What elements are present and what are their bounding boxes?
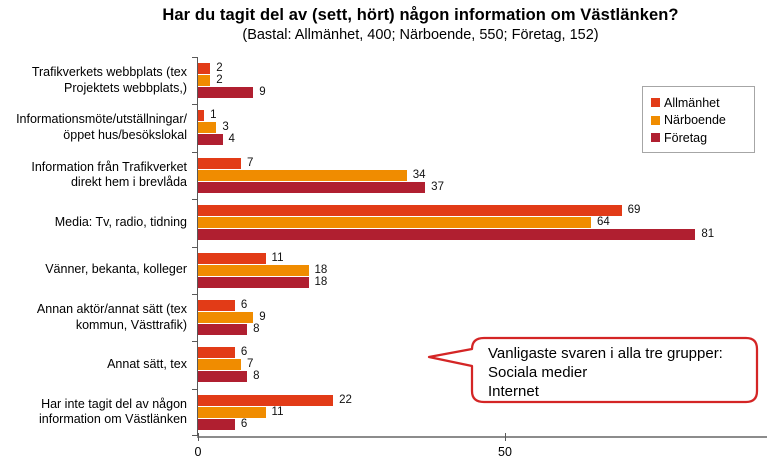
- bar-allmänhet: [198, 157, 241, 169]
- category-label: Har inte tagit del av någon information …: [39, 396, 187, 427]
- bar-företag: [198, 371, 248, 383]
- bar-value-label: 18: [314, 263, 328, 276]
- chart-subtitle: (Bastal: Allmänhet, 400; Närboende, 550;…: [242, 27, 599, 43]
- category-label: Trafikverkets webbplats (tex Projektets …: [31, 65, 187, 95]
- legend-label: Allmänhet: [664, 95, 720, 110]
- category-label: Annat sätt, tex: [107, 357, 187, 372]
- legend-entry: Närboende: [651, 112, 750, 130]
- bar-value-label: 4: [228, 133, 235, 146]
- bar-företag: [198, 323, 248, 335]
- bar-allmänhet: [198, 299, 235, 311]
- bar-allmänhet: [198, 205, 622, 217]
- category-label: Information från Trafikverket direkt hem…: [31, 159, 187, 190]
- y-axis-tick: [192, 341, 198, 343]
- bar-value-label: 2: [216, 62, 223, 74]
- bar-allmänhet: [198, 252, 266, 264]
- bar-allmänhet: [198, 347, 235, 359]
- bar-value-label: 81: [701, 228, 715, 241]
- bar-närboende: [198, 359, 241, 371]
- bar-företag: [198, 229, 696, 241]
- category-label: Annan aktör/annat sätt (tex kommun, Väst…: [36, 301, 187, 332]
- bar-närboende: [198, 169, 407, 181]
- bar-närboende: [198, 75, 211, 86]
- bar-value-label: 6: [240, 346, 248, 359]
- x-axis-tick: [505, 433, 506, 441]
- bar-value-label: 3: [222, 121, 229, 134]
- bar-närboende: [198, 264, 309, 276]
- chart-title: Har du tagit del av (sett, hört) någon i…: [162, 6, 679, 24]
- bar-företag: [198, 418, 235, 430]
- x-axis-tick: [198, 433, 199, 441]
- y-axis-tick: [192, 151, 198, 153]
- x-axis-line: [196, 436, 767, 438]
- bar-value-label: 1: [210, 109, 217, 122]
- bar-närboende: [198, 406, 266, 418]
- bar-närboende: [198, 122, 217, 134]
- bar-närboende: [198, 217, 591, 229]
- category-label: Vänner, bekanta, kolleger: [45, 262, 187, 277]
- legend-swatch-icon: [651, 98, 660, 108]
- y-axis-tick: [192, 293, 198, 295]
- bar-value-label: 69: [627, 204, 641, 217]
- bar-value-label: 8: [253, 370, 260, 383]
- bar-företag: [198, 87, 254, 98]
- bar-närboende: [198, 311, 254, 323]
- y-axis-tick: [192, 199, 198, 201]
- bar-allmänhet: [198, 110, 205, 122]
- bar-value-label: 6: [240, 417, 248, 430]
- bar-företag: [198, 181, 426, 193]
- y-axis-tick: [192, 388, 198, 390]
- x-axis-tick-label: 0: [194, 445, 202, 459]
- bar-value-label: 11: [271, 251, 284, 264]
- bar-value-label: 9: [259, 310, 266, 323]
- bar-företag: [198, 276, 309, 288]
- category-axis: Trafikverkets webbplats (tex Projektets …: [0, 57, 192, 436]
- y-axis-tick: [192, 57, 198, 58]
- bar-value-label: 37: [431, 180, 444, 193]
- bar-value-label: 34: [412, 168, 426, 181]
- x-axis-tick-label: 50: [498, 445, 512, 459]
- bar-value-label: 8: [253, 322, 260, 335]
- bar-value-label: 2: [216, 74, 223, 86]
- legend-swatch-icon: [651, 115, 660, 125]
- bar-value-label: 7: [246, 358, 254, 371]
- legend-entry: Företag: [651, 129, 750, 147]
- bar-value-label: 6: [240, 298, 248, 311]
- category-label: Informationsmöte/utställningar/ öppet hu…: [16, 112, 187, 143]
- plot-area: 2 2 9 1 3 4 7 34 37 69 64 81 11 18 18 6 9 8 6 7 8 22 11 6 0 50: [192, 57, 767, 459]
- legend-swatch-icon: [651, 133, 660, 143]
- bar-företag: [198, 134, 223, 146]
- y-axis-tick: [192, 104, 198, 106]
- category-label: Media: Tv, radio, tidning: [54, 215, 187, 229]
- legend: Allmänhet Närboende Företag: [642, 86, 755, 153]
- bar-allmänhet: [198, 63, 211, 74]
- bar-value-label: 9: [259, 86, 266, 98]
- y-axis-tick: [192, 435, 198, 436]
- legend-label: Företag: [664, 130, 708, 145]
- bar-allmänhet: [198, 394, 334, 406]
- bar-value-label: 18: [314, 275, 328, 288]
- bar-value-label: 64: [596, 216, 610, 229]
- bar-value-label: 7: [246, 156, 254, 169]
- bar-value-label: 22: [339, 393, 352, 406]
- bar-value-label: 11: [271, 405, 284, 418]
- legend-label: Närboende: [664, 113, 726, 127]
- y-axis-tick: [192, 246, 198, 248]
- legend-entry: Allmänhet: [651, 94, 750, 112]
